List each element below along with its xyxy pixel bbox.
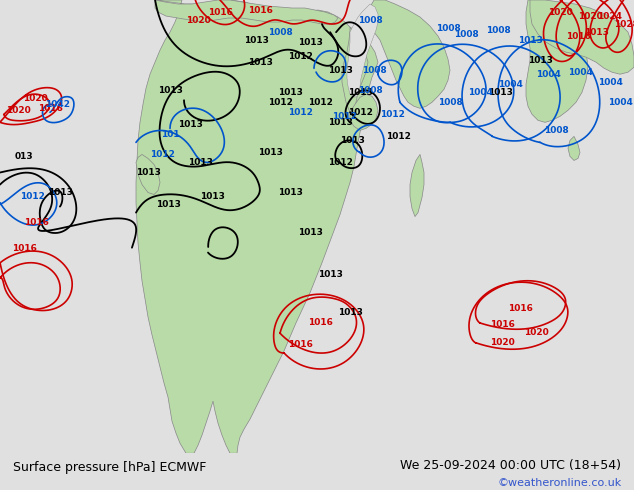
Text: 1016: 1016 <box>37 104 62 113</box>
Text: We 25-09-2024 00:00 UTC (18+54): We 25-09-2024 00:00 UTC (18+54) <box>400 459 621 471</box>
Text: 1008: 1008 <box>486 25 510 35</box>
Text: 1004: 1004 <box>498 80 522 89</box>
Polygon shape <box>350 94 378 130</box>
Text: 1013: 1013 <box>188 158 212 167</box>
Text: 1020: 1020 <box>524 328 548 338</box>
Text: 013: 013 <box>15 152 34 161</box>
Text: 1013: 1013 <box>155 200 181 209</box>
Text: 1028: 1028 <box>614 20 634 28</box>
Text: 1008: 1008 <box>453 29 479 39</box>
Polygon shape <box>136 0 378 453</box>
Text: 1016: 1016 <box>508 304 533 313</box>
Text: 1013: 1013 <box>527 56 552 65</box>
Text: 1013: 1013 <box>583 27 609 37</box>
Polygon shape <box>526 0 588 122</box>
Text: 1013: 1013 <box>257 148 282 157</box>
Text: 1013: 1013 <box>200 192 224 201</box>
Text: 1016: 1016 <box>247 5 273 15</box>
Text: 1013: 1013 <box>340 136 365 145</box>
Polygon shape <box>568 136 580 160</box>
Polygon shape <box>347 4 378 98</box>
Text: 1013: 1013 <box>178 120 202 129</box>
Text: 1004: 1004 <box>567 68 592 77</box>
Text: 1012: 1012 <box>347 108 372 117</box>
Polygon shape <box>358 0 450 108</box>
Text: 1020: 1020 <box>578 12 602 21</box>
Text: 1012: 1012 <box>288 108 313 117</box>
Text: 1004: 1004 <box>467 88 493 97</box>
Text: 1013: 1013 <box>297 38 323 47</box>
Text: 1004: 1004 <box>607 98 633 107</box>
Text: 1012: 1012 <box>150 150 174 159</box>
Text: 1012: 1012 <box>380 110 404 119</box>
Text: ©weatheronline.co.uk: ©weatheronline.co.uk <box>497 478 621 489</box>
Text: 1020: 1020 <box>489 339 514 347</box>
Polygon shape <box>155 0 338 24</box>
Text: 1013: 1013 <box>337 308 363 318</box>
Text: 1024: 1024 <box>597 12 623 21</box>
Text: 1020: 1020 <box>548 7 573 17</box>
Text: 1013: 1013 <box>278 88 302 97</box>
Text: 1012: 1012 <box>328 158 353 167</box>
Text: 1008: 1008 <box>358 86 382 95</box>
Text: 1016: 1016 <box>307 318 332 327</box>
Text: 1013: 1013 <box>488 88 512 97</box>
Text: 1013: 1013 <box>347 88 372 97</box>
Text: 1013: 1013 <box>297 228 323 237</box>
Text: 1013: 1013 <box>517 36 543 45</box>
Text: 1012: 1012 <box>385 132 410 141</box>
Text: 1013: 1013 <box>318 270 342 279</box>
Polygon shape <box>136 154 160 195</box>
Text: 1016: 1016 <box>207 7 233 17</box>
Text: 1008: 1008 <box>436 24 460 32</box>
Text: 1008: 1008 <box>361 66 386 74</box>
Text: 1012: 1012 <box>288 51 313 61</box>
Text: 1013: 1013 <box>247 58 273 67</box>
Text: 1016: 1016 <box>23 218 48 227</box>
Text: 1012: 1012 <box>332 112 356 121</box>
Text: 1008: 1008 <box>268 27 292 37</box>
Text: 1008: 1008 <box>543 126 568 135</box>
Text: 1004: 1004 <box>536 70 560 79</box>
Text: 1013: 1013 <box>243 36 268 45</box>
Text: 1012: 1012 <box>20 192 44 201</box>
Text: 1004: 1004 <box>598 78 623 87</box>
Text: 1012: 1012 <box>307 98 332 107</box>
Text: 1013: 1013 <box>328 66 353 74</box>
Text: Surface pressure [hPa] ECMWF: Surface pressure [hPa] ECMWF <box>13 462 206 474</box>
Text: 1013: 1013 <box>136 168 160 177</box>
Text: 1020: 1020 <box>186 16 210 24</box>
Text: 1016: 1016 <box>489 320 514 329</box>
Polygon shape <box>410 154 424 217</box>
Text: 1016: 1016 <box>566 31 590 41</box>
Text: 1013: 1013 <box>158 86 183 95</box>
Text: 1013: 1013 <box>278 188 302 197</box>
Text: 101: 101 <box>160 130 179 139</box>
Text: 1016: 1016 <box>288 341 313 349</box>
Text: 1008: 1008 <box>358 16 382 24</box>
Text: 1008: 1008 <box>437 98 462 107</box>
Text: 1012: 1012 <box>268 98 292 107</box>
Polygon shape <box>342 27 368 112</box>
Text: 1013: 1013 <box>328 118 353 127</box>
Text: 1020: 1020 <box>23 94 48 103</box>
Polygon shape <box>530 0 634 74</box>
Text: 1020: 1020 <box>6 106 30 115</box>
Text: 1042: 1042 <box>46 100 70 109</box>
Text: 1013: 1013 <box>48 188 72 197</box>
Text: 1016: 1016 <box>11 244 36 253</box>
